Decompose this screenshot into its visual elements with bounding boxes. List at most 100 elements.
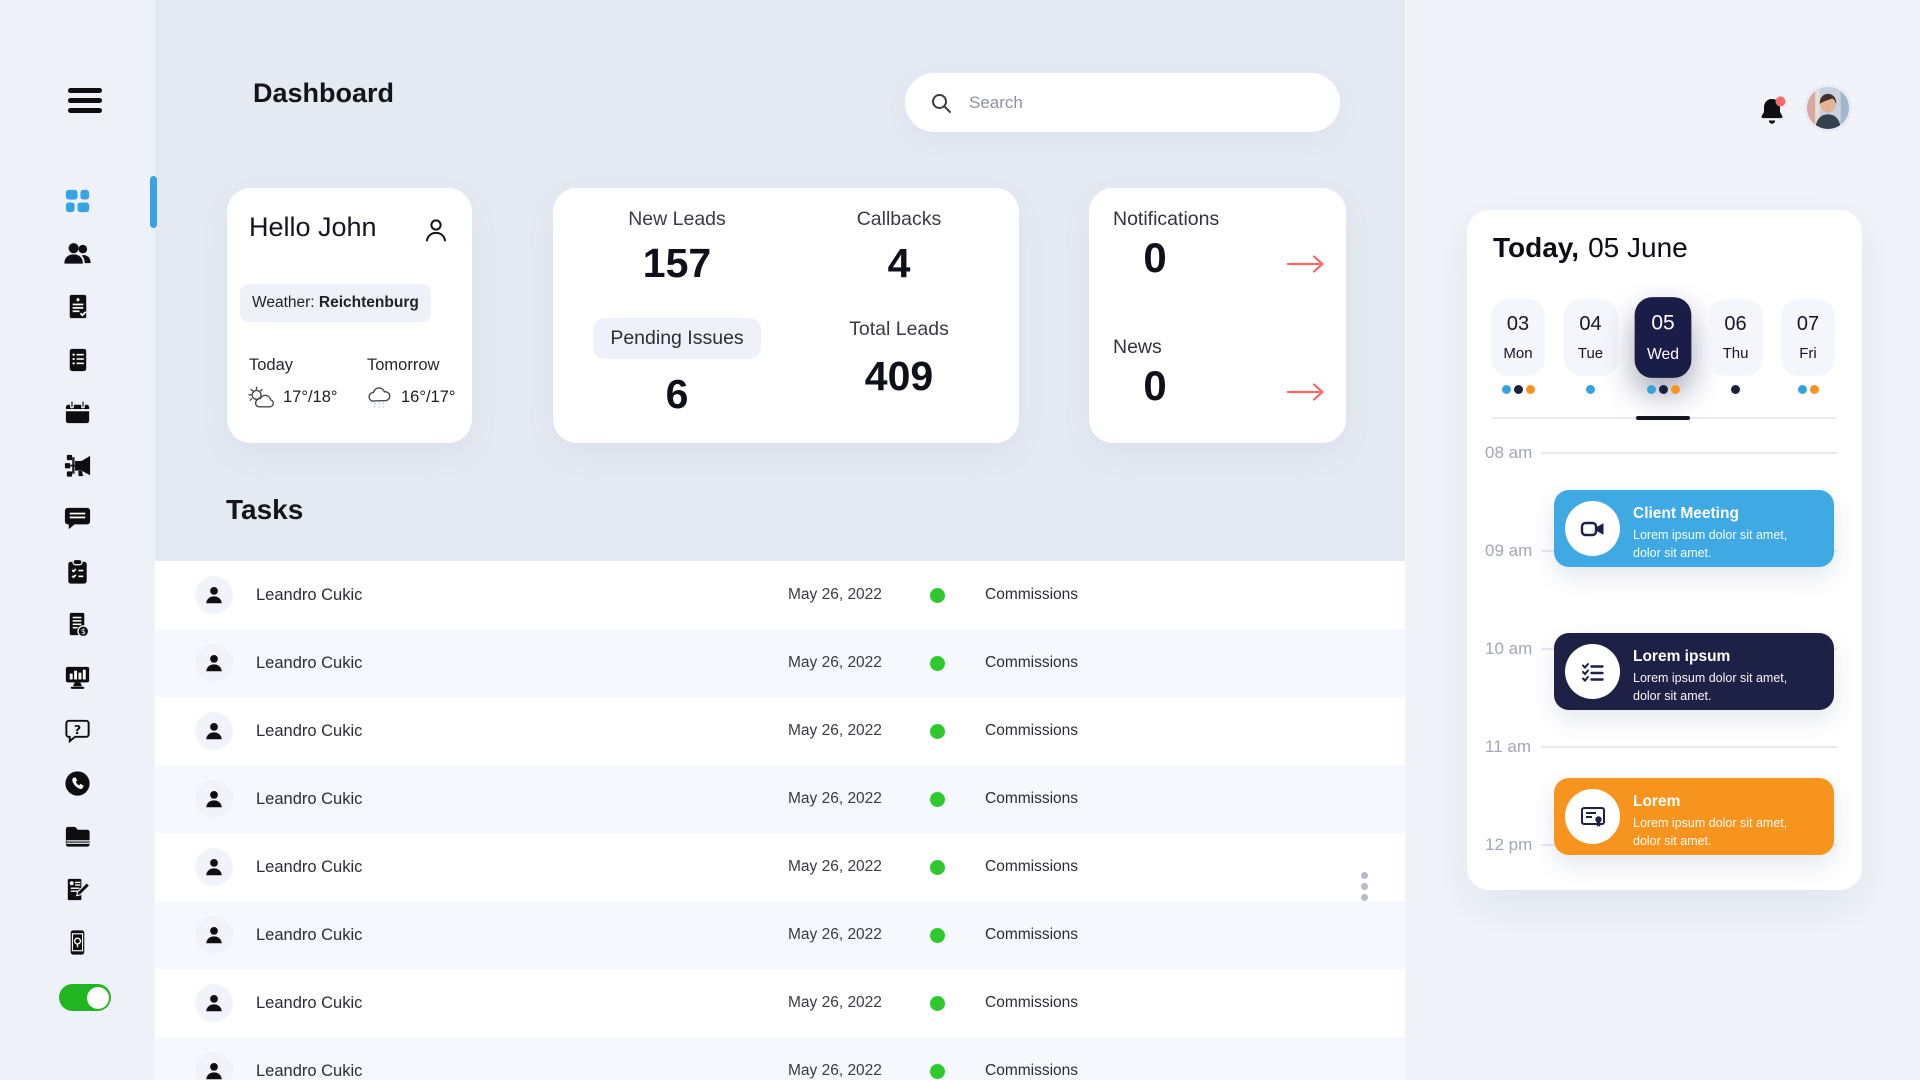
arrow-right-icon[interactable] bbox=[1286, 382, 1326, 402]
sidebar bbox=[0, 0, 155, 1080]
calendar-icon bbox=[65, 399, 90, 423]
event-title: Lorem ipsum bbox=[1633, 648, 1731, 665]
event-dots-mon bbox=[1491, 385, 1545, 394]
pending-issues-stat: Pending Issues 6 bbox=[567, 318, 787, 418]
sidebar-item-calls[interactable] bbox=[61, 766, 95, 800]
search-bar[interactable] bbox=[905, 73, 1340, 132]
day-number: 05 bbox=[1651, 311, 1675, 335]
sidebar-item-lists[interactable] bbox=[61, 342, 95, 376]
sidebar-item-analytics[interactable] bbox=[61, 660, 95, 694]
menu-hamburger-button[interactable] bbox=[68, 88, 102, 118]
week-scroll-indicator[interactable] bbox=[1636, 416, 1690, 420]
campaign-icon bbox=[64, 454, 91, 477]
new-leads-label: New Leads bbox=[628, 208, 726, 230]
day-chip-thu[interactable]: 06 Thu bbox=[1708, 299, 1763, 376]
event-lorem-ipsum[interactable]: Lorem ipsum Lorem ipsum dolor sit amet, … bbox=[1554, 633, 1834, 710]
task-date: May 26, 2022 bbox=[788, 994, 882, 1011]
table-row[interactable]: Leandro Cukic May 26, 2022 Commissions bbox=[155, 901, 1405, 969]
day-name: Tue bbox=[1577, 345, 1604, 362]
table-row[interactable]: Leandro Cukic May 26, 2022 Commissions bbox=[155, 969, 1405, 1037]
notifications-bell-icon[interactable] bbox=[1755, 94, 1789, 128]
person-outline-icon[interactable] bbox=[422, 216, 450, 244]
search-icon bbox=[932, 93, 951, 113]
person-icon bbox=[206, 995, 222, 1012]
mobile-app-icon bbox=[70, 929, 85, 955]
hello-card: Hello John Weather: Reichtenburg Today T… bbox=[227, 188, 472, 443]
table-row[interactable]: Leandro Cukic May 26, 2022 Commissions bbox=[155, 629, 1405, 697]
callbacks-value: 4 bbox=[887, 240, 911, 286]
notifications-label: Notifications bbox=[1113, 208, 1220, 230]
day-name: Mon bbox=[1503, 345, 1533, 362]
availability-toggle[interactable] bbox=[59, 984, 111, 1011]
event-client-meeting[interactable]: Client Meeting Lorem ipsum dolor sit ame… bbox=[1554, 490, 1834, 567]
analytics-monitor-icon bbox=[65, 666, 90, 689]
day-chip-fri[interactable]: 07 Fri bbox=[1781, 299, 1835, 376]
table-row[interactable]: Leandro Cukic May 26, 2022 Commissions bbox=[155, 1037, 1405, 1080]
row-menu-kebab-icon[interactable] bbox=[1359, 872, 1369, 905]
sidebar-item-tasks[interactable] bbox=[61, 554, 95, 588]
event-lorem[interactable]: Lorem Lorem ipsum dolor sit amet, dolor … bbox=[1554, 778, 1834, 855]
arrow-right-icon[interactable] bbox=[1286, 254, 1326, 274]
day-number: 03 bbox=[1506, 313, 1530, 335]
hour-label: 11 am bbox=[1485, 737, 1531, 756]
day-number: 04 bbox=[1579, 313, 1602, 335]
table-row[interactable]: Leandro Cukic May 26, 2022 Commissions bbox=[155, 697, 1405, 765]
video-camera-icon bbox=[1580, 521, 1603, 536]
tomorrow-weather: 16°/17° bbox=[365, 384, 456, 411]
sidebar-item-calendar[interactable] bbox=[61, 395, 95, 429]
day-name: Thu bbox=[1722, 345, 1749, 362]
calls-icon bbox=[65, 770, 90, 796]
sidebar-item-messages[interactable] bbox=[61, 501, 95, 535]
search-input[interactable] bbox=[967, 91, 1340, 114]
task-name: Leandro Cukic bbox=[256, 722, 363, 740]
sidebar-item-reports[interactable] bbox=[61, 289, 95, 323]
task-status: Commissions bbox=[985, 994, 1079, 1011]
total-leads-stat: Total Leads 409 bbox=[789, 318, 1009, 400]
calendar-title-date: 05 June bbox=[1588, 232, 1688, 263]
new-leads-value: 157 bbox=[642, 240, 712, 286]
tasks-clipboard-icon bbox=[68, 558, 87, 584]
active-nav-indicator bbox=[150, 176, 157, 228]
person-icon bbox=[206, 927, 222, 944]
table-row[interactable]: Leandro Cukic May 26, 2022 Commissions bbox=[155, 765, 1405, 833]
notifications-value: 0 bbox=[1143, 234, 1167, 281]
day-name: Wed bbox=[1646, 345, 1680, 364]
sidebar-item-help[interactable]: ? bbox=[61, 713, 95, 747]
sidebar-item-contracts[interactable] bbox=[61, 872, 95, 906]
checklist-icon bbox=[1581, 662, 1604, 682]
hour-line bbox=[1541, 746, 1837, 748]
today-weather: 17°/18° bbox=[245, 384, 338, 411]
row-avatar bbox=[195, 644, 233, 682]
sidebar-item-dashboard[interactable] bbox=[61, 183, 95, 217]
day-chip-tue[interactable]: 04 Tue bbox=[1563, 299, 1618, 376]
row-avatar bbox=[195, 1052, 233, 1080]
day-chip-wed-selected[interactable]: 05 Wed bbox=[1634, 297, 1692, 378]
svg-text:?: ? bbox=[74, 721, 81, 736]
hour-label: 12 pm bbox=[1485, 835, 1533, 854]
status-dot bbox=[930, 859, 945, 875]
sidebar-item-users[interactable] bbox=[61, 236, 95, 270]
invoice-coin-icon: $ bbox=[69, 612, 90, 637]
users-icon bbox=[64, 242, 91, 264]
calendar-card: Today, 05 June 03 Mon 04 Tue 05 Wed 06 Th… bbox=[1467, 210, 1862, 890]
day-chip-mon[interactable]: 03 Mon bbox=[1491, 299, 1545, 376]
hour-label: 08 am bbox=[1485, 443, 1533, 462]
task-name: Leandro Cukic bbox=[256, 654, 363, 672]
task-status: Commissions bbox=[985, 858, 1079, 875]
person-icon bbox=[206, 723, 222, 740]
callbacks-label: Callbacks bbox=[856, 208, 942, 230]
sidebar-item-campaigns[interactable] bbox=[61, 448, 95, 482]
day-name: Fri bbox=[1799, 345, 1817, 362]
user-avatar[interactable] bbox=[1804, 84, 1852, 132]
contracts-icon bbox=[67, 878, 91, 900]
day-number: 07 bbox=[1796, 313, 1820, 335]
sidebar-item-documents[interactable] bbox=[61, 819, 95, 853]
hour-label: 09 am bbox=[1485, 541, 1533, 560]
table-row[interactable]: Leandro Cukic May 26, 2022 Commissions bbox=[155, 561, 1405, 629]
sidebar-item-mobile-app[interactable] bbox=[61, 925, 95, 959]
table-row[interactable]: Leandro Cukic May 26, 2022 Commissions bbox=[155, 833, 1405, 901]
sidebar-item-invoices[interactable]: $ bbox=[61, 607, 95, 641]
person-icon bbox=[206, 655, 222, 672]
task-date: May 26, 2022 bbox=[788, 790, 882, 807]
person-icon bbox=[206, 859, 222, 876]
